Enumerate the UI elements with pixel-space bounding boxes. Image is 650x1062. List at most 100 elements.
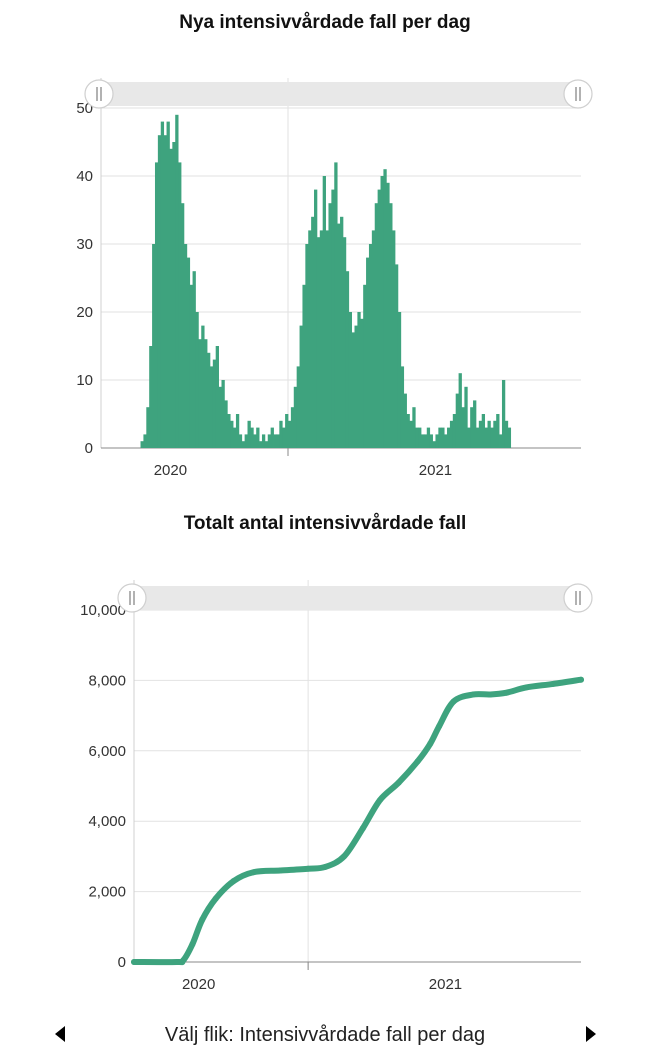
bar: [169, 148, 173, 449]
y-tick-label: 0: [118, 954, 126, 971]
bar: [157, 135, 162, 448]
bar: [403, 393, 407, 448]
bar: [325, 230, 329, 448]
range-handle-right[interactable]: [563, 583, 593, 613]
line-point: [277, 867, 284, 874]
y-tick-label: 0: [85, 440, 93, 457]
bar: [302, 284, 306, 448]
range-navigator-track[interactable]: [132, 586, 578, 610]
bar: [189, 284, 193, 448]
bar: [337, 223, 341, 448]
bar: [409, 420, 413, 448]
bar: [244, 434, 248, 448]
y-tick-label: 10: [76, 372, 93, 389]
bar: [285, 414, 289, 448]
bar: [371, 230, 376, 448]
bar: [357, 312, 361, 448]
bar: [261, 434, 266, 448]
bar: [175, 114, 179, 449]
bar: [392, 230, 396, 448]
tab-selector: Välj flik: Intensivvårdade fall per dag: [0, 1018, 650, 1054]
bar: [238, 434, 243, 448]
bar: [360, 318, 364, 448]
bar: [421, 434, 425, 448]
range-handle-right[interactable]: [563, 79, 593, 109]
line-point: [322, 863, 329, 870]
bar: [449, 420, 454, 448]
bar: [279, 420, 283, 448]
bar: [207, 352, 211, 448]
bar-series: [140, 114, 512, 449]
bar: [250, 427, 254, 448]
bar: [342, 237, 347, 448]
bar: [152, 244, 156, 448]
bar: [273, 434, 277, 448]
bar: [380, 176, 384, 448]
x-tick-label: 2020: [182, 976, 215, 993]
range-handle-left[interactable]: [84, 79, 114, 109]
bar: [181, 203, 185, 448]
line-point: [523, 684, 530, 691]
y-tick-label: 20: [76, 304, 93, 321]
line-point: [180, 957, 187, 964]
bar: [429, 434, 433, 448]
bar: [444, 434, 448, 448]
bar: [504, 420, 509, 448]
bar: [438, 427, 442, 448]
line-point: [414, 758, 421, 765]
bar: [435, 434, 439, 448]
bar: [400, 366, 405, 448]
next-tab-icon[interactable]: [586, 1026, 596, 1042]
range-handle-left[interactable]: [117, 583, 147, 613]
bar: [368, 244, 373, 448]
line-point: [550, 680, 557, 687]
y-tick-label: 8,000: [88, 672, 126, 689]
bar: [178, 162, 182, 448]
bar: [146, 407, 150, 448]
bar: [331, 189, 335, 448]
bar: [484, 427, 488, 448]
bar: [351, 332, 355, 448]
bar: [221, 380, 225, 448]
line-point: [395, 779, 402, 786]
line-point: [199, 916, 206, 923]
line-point: [450, 698, 457, 705]
bar: [470, 407, 474, 448]
bar: [334, 162, 338, 448]
y-tick-label: 10,000: [80, 602, 126, 619]
chart1-title: Nya intensivvårdade fall per dag: [179, 12, 471, 33]
bar: [499, 434, 503, 448]
line-point: [503, 689, 510, 696]
bar: [149, 346, 153, 448]
bar: [386, 182, 390, 449]
bar: [374, 203, 379, 448]
bar: [461, 407, 465, 448]
bar: [264, 441, 269, 448]
bar: [230, 420, 234, 448]
bar: [348, 312, 353, 448]
line-point: [230, 878, 237, 885]
bar: [296, 366, 300, 448]
line-point: [189, 941, 196, 948]
range-navigator-track[interactable]: [99, 82, 578, 106]
bar: [314, 189, 318, 448]
bar: [383, 169, 387, 448]
bar: [172, 142, 176, 448]
bar: [501, 380, 506, 448]
bar: [235, 414, 240, 448]
bar: [447, 427, 451, 448]
bar: [322, 176, 326, 448]
x-tick-label: 2021: [419, 462, 452, 479]
bar: [183, 244, 188, 448]
x-tick-label: 2020: [154, 462, 187, 479]
bar: [227, 414, 231, 448]
previous-tab-icon[interactable]: [55, 1026, 65, 1042]
bar: [253, 434, 257, 448]
bar: [493, 420, 497, 448]
bar: [455, 393, 459, 448]
bar: [209, 366, 214, 448]
bar: [366, 257, 370, 448]
bar: [299, 325, 303, 448]
bar: [467, 427, 471, 448]
